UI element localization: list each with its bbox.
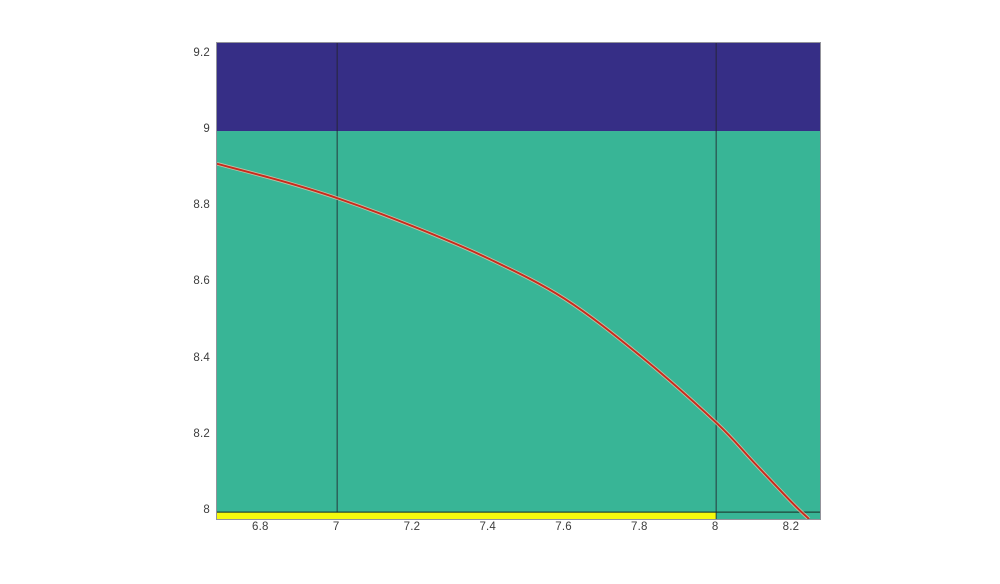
x-tick-label: 7.6 <box>555 521 572 533</box>
y-tick-label: 8.6 <box>193 275 210 288</box>
y-tick-label: 8.2 <box>193 427 210 440</box>
plot-area <box>216 42 821 520</box>
region-main-band <box>217 131 820 519</box>
f-curve <box>217 162 810 519</box>
y-tick-label: 8.4 <box>193 351 210 364</box>
x-tick-label: 7.4 <box>479 521 497 533</box>
x-tick-label: 6.8 <box>252 521 269 533</box>
x-tick-label: 7 <box>332 521 340 533</box>
x-tick-label: 7.8 <box>631 521 648 533</box>
region-highlight-strip <box>217 512 717 519</box>
x-tick-label: 7.2 <box>403 521 421 533</box>
x-tick-label: 8 <box>711 521 719 533</box>
y-tick-label: 9.2 <box>193 46 210 59</box>
y-tick-label: 8.8 <box>193 199 210 212</box>
region-upper-band <box>217 43 820 132</box>
y-tick-label: 8 <box>203 504 210 517</box>
x-tick-label: 8.2 <box>782 521 800 533</box>
y-tick-label: 9 <box>203 123 210 136</box>
plot-canvas <box>217 43 820 519</box>
